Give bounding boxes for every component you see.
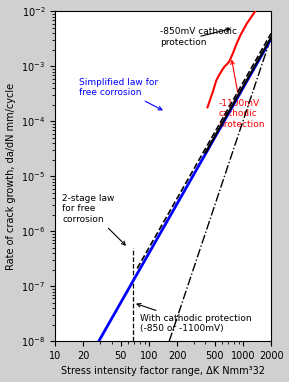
Y-axis label: Rate of crack growth, da/dN mm/cycle: Rate of crack growth, da/dN mm/cycle xyxy=(5,83,16,270)
Text: 2-stage law
for free
corrosion: 2-stage law for free corrosion xyxy=(62,194,125,245)
Text: -850mV cathodic
protection: -850mV cathodic protection xyxy=(160,27,237,47)
Text: -1100mV
cathodic
protection: -1100mV cathodic protection xyxy=(218,61,265,129)
Text: With cathodic protection
(-850 or -1100mV): With cathodic protection (-850 or -1100m… xyxy=(137,303,251,333)
Text: Simplified law for
free corrosion: Simplified law for free corrosion xyxy=(79,78,162,110)
X-axis label: Stress intensity factor range, ΔK Nmm³32: Stress intensity factor range, ΔK Nmm³32 xyxy=(61,366,265,376)
